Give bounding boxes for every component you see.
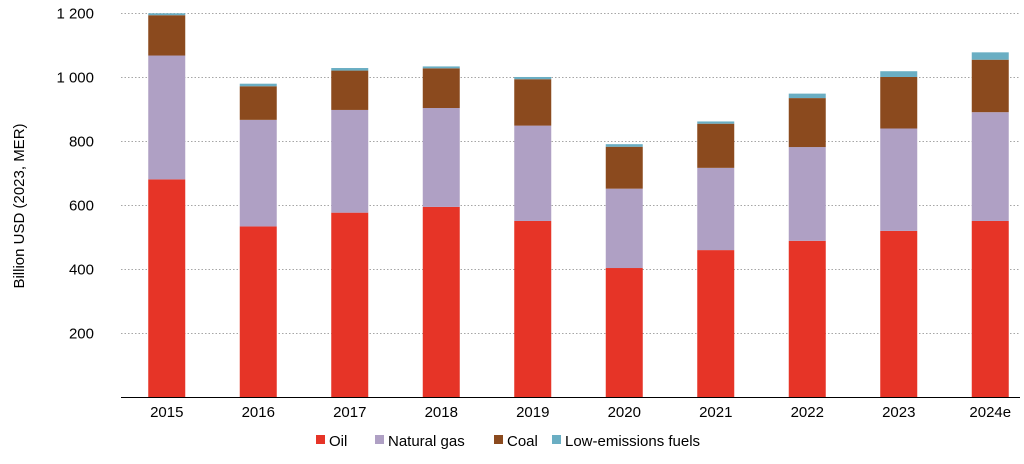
bar-segment-low-emissions-fuels-2019: [514, 76, 552, 80]
bar-segment-coal-2020: [605, 146, 643, 189]
bar-segment-oil-2019: [514, 220, 552, 398]
bar-segment-oil-2024e: [971, 220, 1009, 398]
bar-segment-low-emissions-fuels-2021: [697, 121, 735, 124]
x-tick-label: 2023: [882, 404, 915, 421]
legend-swatch: [316, 435, 325, 444]
bar-segment-natural-gas-2022: [788, 147, 826, 241]
x-tick-label: 2015: [150, 404, 183, 421]
bar-segment-natural-gas-2021: [697, 167, 735, 251]
bar-segment-low-emissions-fuels-2017: [331, 68, 369, 71]
legend-label: Low-emissions fuels: [565, 433, 700, 450]
legend: Oil Natural gas Coal Low-emissions fuels: [316, 433, 700, 450]
bar-segment-oil-2015: [148, 179, 186, 398]
bar-segment-low-emissions-fuels-2023: [880, 71, 918, 77]
bar-segment-oil-2023: [880, 230, 918, 398]
y-tick-label: 400: [69, 262, 94, 279]
bar-segment-coal-2024e: [971, 59, 1009, 113]
bar-segment-coal-2016: [239, 86, 277, 120]
bar-segment-low-emissions-fuels-2024e: [971, 52, 1009, 60]
bar-segment-natural-gas-2018: [422, 108, 460, 207]
x-tick-label: 2020: [608, 404, 641, 421]
bar-segment-natural-gas-2017: [331, 109, 369, 213]
y-tick-label: 800: [69, 134, 94, 151]
bar-segment-coal-2021: [697, 123, 735, 168]
x-tick-label: 2018: [425, 404, 458, 421]
bar-segment-natural-gas-2016: [239, 119, 277, 227]
y-tick-label: 1 000: [56, 70, 94, 87]
bar-segment-coal-2015: [148, 15, 186, 56]
bar-segment-low-emissions-fuels-2015: [148, 13, 186, 16]
bar-segment-coal-2022: [788, 98, 826, 148]
bar-segment-natural-gas-2023: [880, 128, 918, 231]
bar-segment-low-emissions-fuels-2018: [422, 66, 460, 69]
bar-segment-oil-2022: [788, 240, 826, 398]
x-tick-label: 2016: [242, 404, 275, 421]
bar-segment-low-emissions-fuels-2016: [239, 83, 277, 87]
legend-swatch: [375, 435, 384, 444]
gridlines: [121, 13, 1020, 334]
bar-segment-coal-2023: [880, 76, 918, 129]
bar-segment-oil-2018: [422, 206, 460, 398]
legend-label: Natural gas: [388, 433, 465, 450]
y-axis-ticks: 200 400 600 800 1 000 1 200: [56, 6, 94, 343]
legend-label: Oil: [329, 433, 347, 450]
legend-swatch: [494, 435, 503, 444]
bar-segment-oil-2021: [697, 250, 735, 398]
y-tick-label: 600: [69, 198, 94, 215]
x-tick-label: 2019: [516, 404, 549, 421]
bar-segment-low-emissions-fuels-2020: [605, 144, 643, 147]
bar-segment-coal-2017: [331, 70, 369, 110]
bars: [148, 13, 1009, 398]
bar-segment-oil-2020: [605, 268, 643, 398]
bar-segment-natural-gas-2024e: [971, 112, 1009, 221]
x-tick-label: 2021: [699, 404, 732, 421]
x-tick-label: 2017: [333, 404, 366, 421]
y-tick-label: 1 200: [56, 6, 94, 23]
bar-segment-oil-2017: [331, 212, 369, 398]
y-axis-label: Billion USD (2023, MER): [11, 123, 28, 288]
x-tick-label: 2022: [791, 404, 824, 421]
x-tick-label: 2024e: [969, 404, 1011, 421]
x-axis-ticks: 2015 2016 2017 2018 2019 2020 2021 2022 2023 2024…: [150, 404, 1011, 421]
bar-segment-natural-gas-2020: [605, 188, 643, 269]
bar-segment-coal-2019: [514, 79, 552, 126]
legend-swatch: [552, 435, 561, 444]
bar-segment-natural-gas-2019: [514, 125, 552, 221]
y-tick-label: 200: [69, 326, 94, 343]
bar-segment-coal-2018: [422, 68, 460, 109]
bar-segment-low-emissions-fuels-2022: [788, 93, 826, 99]
bar-segment-oil-2016: [239, 226, 277, 398]
bar-segment-natural-gas-2015: [148, 55, 186, 180]
legend-label: Coal: [507, 433, 538, 450]
